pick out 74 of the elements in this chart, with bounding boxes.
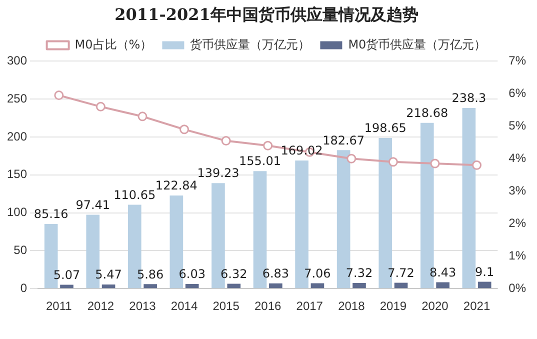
x-tick-label: 2015 [212,299,240,314]
legend-label: M0货币供应量（万亿元） [348,37,486,52]
point [346,154,356,164]
y-tick-label: 250 [6,91,28,106]
bar [102,284,116,288]
point [54,90,64,100]
data-label: 6.03 [178,267,206,282]
chart-title: 2011-2021年中国货币供应量情况及趋势 [114,4,418,24]
x-tick-label: 2014 [170,299,198,314]
point [96,102,106,112]
bar [60,284,74,288]
data-label: 6.83 [262,266,290,281]
bar [462,108,476,288]
bar [436,282,450,288]
y-tick-label: 200 [6,129,28,144]
data-label: 110.65 [114,188,156,202]
x-tick-label: 2012 [87,299,114,314]
bar [310,283,324,288]
point [221,136,231,146]
point [180,124,190,134]
data-label: 5.47 [95,268,122,282]
data-label: 7.72 [388,266,414,280]
data-label: 97.41 [76,198,110,212]
y-tick-label: 150 [6,167,28,182]
x-tick-label: 2017 [296,299,324,314]
y2-tick-label: 3% [508,183,526,198]
point [388,157,398,167]
point [138,112,148,122]
bar [478,282,492,288]
x-tick-label: 2013 [129,299,156,314]
bar [144,284,157,288]
data-label: 139.23 [197,166,240,180]
data-label: 5.86 [136,267,164,282]
data-label: 169.02 [280,144,323,158]
y2-tick-label: 2% [508,216,526,230]
bar [185,284,199,288]
y2-tick-label: 7% [508,54,526,68]
data-label: 182.67 [322,133,365,148]
data-label: 7.06 [304,266,331,280]
x-tick-label: 2019 [380,299,407,314]
point [263,140,273,150]
y2-tick-label: 4% [508,150,526,165]
data-label: 8.43 [429,265,456,280]
legend-label: M0占比（%） [74,37,152,52]
data-label: 9.1 [475,264,494,279]
y-tick-label: 300 [6,54,28,68]
y-tick-label: 0 [20,280,28,295]
data-label: 198.65 [364,121,406,136]
x-tick-label: 2016 [254,299,282,314]
bar [352,283,366,288]
data-label: 218.68 [406,106,448,120]
x-tick-label: 2018 [338,299,366,314]
data-label: 85.16 [34,207,68,222]
data-label: 155.01 [239,154,282,168]
x-tick-label: 2021 [463,299,490,314]
bar [227,284,241,288]
y-tick-label: 50 [14,243,28,258]
bar [269,283,282,288]
data-label: 6.32 [220,266,248,281]
legend-label: 货币供应量（万亿元） [190,37,310,52]
x-tick-label: 2020 [422,299,449,314]
point [472,160,482,170]
data-label: 238.3 [452,91,486,106]
y2-tick-label: 6% [508,86,526,100]
data-label: 7.32 [346,266,373,280]
y2-tick-label: 1% [508,248,526,262]
bar [394,282,408,288]
y-tick-label: 100 [6,205,28,220]
data-label: 5.07 [53,268,80,282]
data-label: 122.84 [155,178,198,193]
point [430,158,440,168]
y2-tick-label: 5% [508,118,526,132]
y2-tick-label: 0% [508,280,526,295]
x-tick-label: 2011 [46,299,72,314]
